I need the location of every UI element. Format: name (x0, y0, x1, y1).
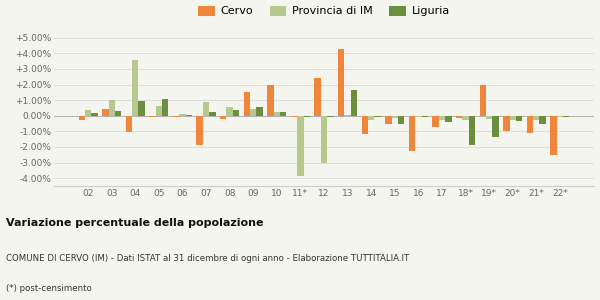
Bar (203, 102, 209, 116)
Bar (456, 116, 463, 118)
Bar (162, 99, 169, 116)
Bar (463, 116, 469, 121)
Bar (291, 116, 297, 117)
Bar (479, 85, 486, 116)
Bar (267, 85, 274, 116)
Bar (220, 116, 226, 119)
Bar (516, 116, 522, 121)
Bar (173, 116, 179, 117)
Bar (185, 115, 192, 116)
Bar (445, 116, 452, 122)
Bar (196, 116, 203, 145)
Bar (327, 116, 334, 117)
Bar (493, 116, 499, 137)
Bar (244, 92, 250, 116)
Bar (368, 116, 374, 121)
Bar (344, 115, 351, 116)
Bar (139, 101, 145, 116)
Bar (226, 107, 233, 116)
Bar (126, 116, 132, 132)
Bar (563, 116, 569, 117)
Bar (509, 116, 516, 120)
Bar (132, 60, 139, 116)
Bar (256, 107, 263, 116)
Bar (503, 116, 509, 131)
Text: (*) post-censimento: (*) post-censimento (6, 284, 92, 293)
Bar (109, 100, 115, 116)
Bar (550, 116, 557, 155)
Bar (392, 116, 398, 118)
Bar (486, 116, 493, 119)
Bar (439, 116, 445, 121)
Bar (179, 114, 185, 116)
Bar (533, 116, 539, 120)
Bar (409, 116, 415, 151)
Text: COMUNE DI CERVO (IM) - Dati ISTAT al 31 dicembre di ogni anno - Elaborazione TUT: COMUNE DI CERVO (IM) - Dati ISTAT al 31 … (6, 254, 409, 263)
Bar (314, 78, 321, 116)
Bar (539, 116, 546, 124)
Bar (250, 109, 256, 116)
Bar (280, 112, 286, 116)
Bar (85, 110, 91, 116)
Bar (415, 116, 422, 117)
Text: Variazione percentuale della popolazione: Variazione percentuale della popolazione (6, 218, 263, 229)
Bar (79, 116, 85, 121)
Bar (433, 116, 439, 127)
Bar (155, 106, 162, 116)
Bar (297, 116, 304, 176)
Bar (321, 116, 327, 164)
Legend: Cervo, Provincia di IM, Liguria: Cervo, Provincia di IM, Liguria (194, 1, 454, 21)
Bar (527, 116, 533, 133)
Bar (233, 110, 239, 116)
Bar (102, 109, 109, 116)
Bar (374, 116, 381, 117)
Bar (385, 116, 392, 124)
Bar (469, 116, 475, 146)
Bar (362, 116, 368, 134)
Bar (422, 116, 428, 117)
Bar (304, 116, 310, 117)
Bar (91, 113, 98, 116)
Bar (398, 116, 404, 124)
Bar (351, 90, 357, 116)
Bar (338, 49, 344, 116)
Bar (274, 112, 280, 116)
Bar (209, 112, 215, 116)
Bar (115, 111, 121, 116)
Bar (557, 116, 563, 117)
Bar (149, 116, 155, 117)
